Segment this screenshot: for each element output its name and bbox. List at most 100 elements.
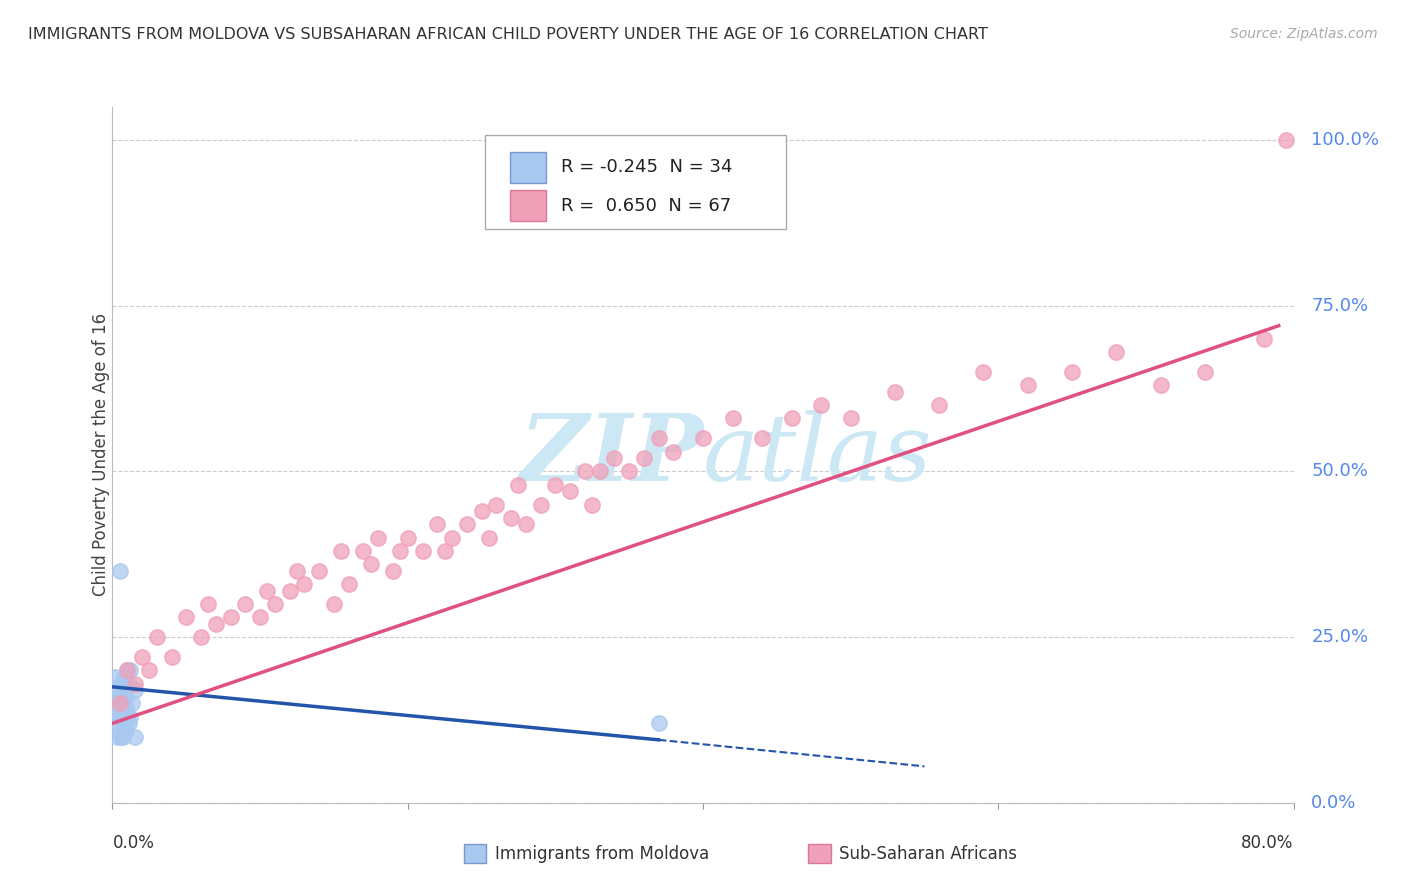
Point <box>508 477 530 491</box>
Point <box>647 431 671 445</box>
Text: R =  0.650  N = 67: R = 0.650 N = 67 <box>561 197 731 215</box>
Point <box>323 597 346 611</box>
Point <box>107 683 129 698</box>
Point <box>441 531 464 545</box>
Point <box>647 716 671 731</box>
Point <box>285 564 308 578</box>
Point <box>105 697 128 711</box>
Point <box>721 411 744 425</box>
Point <box>529 498 551 512</box>
Point <box>810 398 832 412</box>
Point <box>544 477 567 491</box>
Point <box>105 730 128 744</box>
Point <box>219 610 242 624</box>
Text: 0.0%: 0.0% <box>1312 794 1357 812</box>
Point <box>478 531 501 545</box>
Point <box>884 384 907 399</box>
Point <box>111 709 134 723</box>
Text: 25.0%: 25.0% <box>1312 628 1368 646</box>
Point <box>396 531 419 545</box>
Point <box>330 544 353 558</box>
Point <box>1017 378 1039 392</box>
Point <box>104 670 127 684</box>
Point <box>110 716 132 731</box>
Point <box>619 465 641 479</box>
Point <box>114 723 136 737</box>
Text: IMMIGRANTS FROM MOLDOVA VS SUBSAHARAN AFRICAN CHILD POVERTY UNDER THE AGE OF 16 : IMMIGRANTS FROM MOLDOVA VS SUBSAHARAN AF… <box>28 27 988 42</box>
Point <box>352 544 374 558</box>
Point <box>105 709 128 723</box>
Point <box>112 716 135 731</box>
Point <box>433 544 456 558</box>
Point <box>337 577 360 591</box>
Text: ZIP: ZIP <box>519 410 703 500</box>
Point <box>456 517 478 532</box>
Point <box>108 676 131 690</box>
Point <box>1150 378 1173 392</box>
Point <box>249 610 271 624</box>
Point <box>190 630 212 644</box>
Point <box>973 365 995 379</box>
Point <box>110 703 132 717</box>
Point <box>108 564 131 578</box>
Point <box>112 670 135 684</box>
Text: Immigrants from Moldova: Immigrants from Moldova <box>495 845 709 863</box>
Y-axis label: Child Poverty Under the Age of 16: Child Poverty Under the Age of 16 <box>93 313 110 597</box>
Point <box>1105 345 1128 359</box>
Point <box>107 709 129 723</box>
Point <box>515 517 537 532</box>
Text: 80.0%: 80.0% <box>1241 834 1294 852</box>
Point <box>389 544 412 558</box>
Point <box>111 690 134 704</box>
Point <box>426 517 449 532</box>
Point <box>1194 365 1216 379</box>
Point <box>124 730 146 744</box>
Point <box>197 597 219 611</box>
Point <box>107 690 129 704</box>
Point <box>138 663 160 677</box>
Point <box>110 697 132 711</box>
Text: R = -0.245  N = 34: R = -0.245 N = 34 <box>561 159 733 177</box>
Point <box>174 610 197 624</box>
Point <box>470 504 494 518</box>
Point <box>308 564 330 578</box>
Point <box>205 616 228 631</box>
Point <box>581 498 603 512</box>
Point <box>124 676 146 690</box>
Point <box>928 398 950 412</box>
Point <box>633 451 655 466</box>
Point <box>1275 133 1298 147</box>
Point <box>1062 365 1084 379</box>
Point <box>111 730 134 744</box>
Text: 50.0%: 50.0% <box>1312 462 1368 481</box>
Point <box>124 683 146 698</box>
Point <box>411 544 433 558</box>
Point <box>114 690 136 704</box>
Point <box>360 558 382 572</box>
Point <box>574 465 596 479</box>
Point <box>110 730 132 744</box>
Point <box>292 577 315 591</box>
Text: Source: ZipAtlas.com: Source: ZipAtlas.com <box>1230 27 1378 41</box>
FancyBboxPatch shape <box>510 190 546 221</box>
Point <box>1253 332 1275 346</box>
Point <box>603 451 626 466</box>
Point <box>662 444 685 458</box>
Point <box>588 465 610 479</box>
Point <box>160 650 183 665</box>
FancyBboxPatch shape <box>485 135 786 229</box>
Text: 0.0%: 0.0% <box>112 834 155 852</box>
Point <box>108 703 131 717</box>
Point <box>131 650 153 665</box>
Point <box>108 697 131 711</box>
Point <box>485 498 508 512</box>
Point <box>278 583 301 598</box>
Point <box>117 663 138 677</box>
Point <box>117 709 138 723</box>
Point <box>146 630 169 644</box>
Point <box>751 431 773 445</box>
Point <box>118 676 141 690</box>
Text: 75.0%: 75.0% <box>1312 297 1368 315</box>
Text: Sub-Saharan Africans: Sub-Saharan Africans <box>839 845 1018 863</box>
Point <box>112 697 135 711</box>
